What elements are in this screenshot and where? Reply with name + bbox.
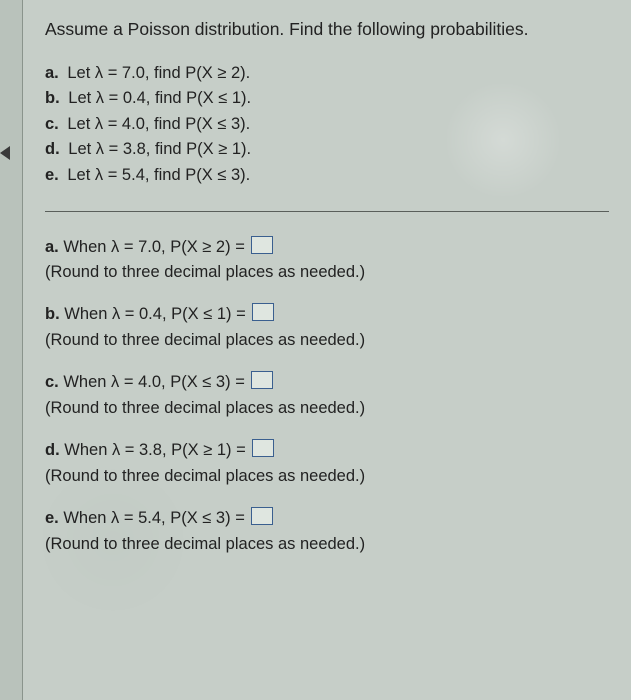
answer-input-b[interactable]	[252, 303, 274, 321]
answer-hint: (Round to three decimal places as needed…	[45, 465, 609, 489]
given-item-b: b. Let λ = 0.4, find P(X ≤ 1).	[45, 86, 609, 112]
answer-label: c.	[45, 373, 59, 391]
answer-input-e[interactable]	[251, 507, 273, 525]
given-item-e: e. Let λ = 5.4, find P(X ≤ 3).	[45, 163, 609, 189]
intro-text: Assume a Poisson distribution. Find the …	[45, 18, 609, 41]
answer-b: b. When λ = 0.4, P(X ≤ 1) = (Round to th…	[45, 303, 609, 353]
answer-label: e.	[45, 509, 59, 527]
answer-d: d. When λ = 3.8, P(X ≥ 1) = (Round to th…	[45, 439, 609, 489]
answer-c: c. When λ = 4.0, P(X ≤ 3) = (Round to th…	[45, 371, 609, 421]
answer-stem: When λ = 5.4, P(X ≤ 3) =	[63, 509, 244, 527]
answer-a: a. When λ = 7.0, P(X ≥ 2) = (Round to th…	[45, 236, 609, 286]
given-text: Let λ = 7.0, find P(X ≥ 2).	[67, 64, 250, 82]
given-label: a.	[45, 64, 59, 82]
given-text: Let λ = 5.4, find P(X ≤ 3).	[67, 166, 250, 184]
answer-label: a.	[45, 238, 59, 256]
answer-input-c[interactable]	[251, 371, 273, 389]
answer-hint: (Round to three decimal places as needed…	[45, 261, 609, 285]
answer-input-d[interactable]	[252, 439, 274, 457]
answer-stem: When λ = 3.8, P(X ≥ 1) =	[64, 441, 245, 459]
given-label: b.	[45, 89, 60, 107]
answer-hint: (Round to three decimal places as needed…	[45, 329, 609, 353]
divider	[45, 211, 609, 212]
answer-hint: (Round to three decimal places as needed…	[45, 533, 609, 557]
answer-input-a[interactable]	[251, 236, 273, 254]
given-list: a. Let λ = 7.0, find P(X ≥ 2). b. Let λ …	[45, 61, 609, 189]
given-text: Let λ = 0.4, find P(X ≤ 1).	[68, 89, 251, 107]
scroll-up-marker[interactable]	[0, 146, 10, 160]
answer-stem: When λ = 4.0, P(X ≤ 3) =	[63, 373, 244, 391]
given-text: Let λ = 4.0, find P(X ≤ 3).	[67, 115, 250, 133]
given-label: d.	[45, 140, 60, 158]
given-label: e.	[45, 166, 59, 184]
given-item-d: d. Let λ = 3.8, find P(X ≥ 1).	[45, 137, 609, 163]
given-item-a: a. Let λ = 7.0, find P(X ≥ 2).	[45, 61, 609, 87]
question-page: Assume a Poisson distribution. Find the …	[22, 0, 631, 700]
answer-label: b.	[45, 305, 60, 323]
answer-e: e. When λ = 5.4, P(X ≤ 3) = (Round to th…	[45, 507, 609, 557]
given-text: Let λ = 3.8, find P(X ≥ 1).	[68, 140, 251, 158]
given-label: c.	[45, 115, 59, 133]
answer-label: d.	[45, 441, 60, 459]
given-item-c: c. Let λ = 4.0, find P(X ≤ 3).	[45, 112, 609, 138]
answer-stem: When λ = 0.4, P(X ≤ 1) =	[64, 305, 245, 323]
answer-stem: When λ = 7.0, P(X ≥ 2) =	[63, 238, 244, 256]
answer-hint: (Round to three decimal places as needed…	[45, 397, 609, 421]
